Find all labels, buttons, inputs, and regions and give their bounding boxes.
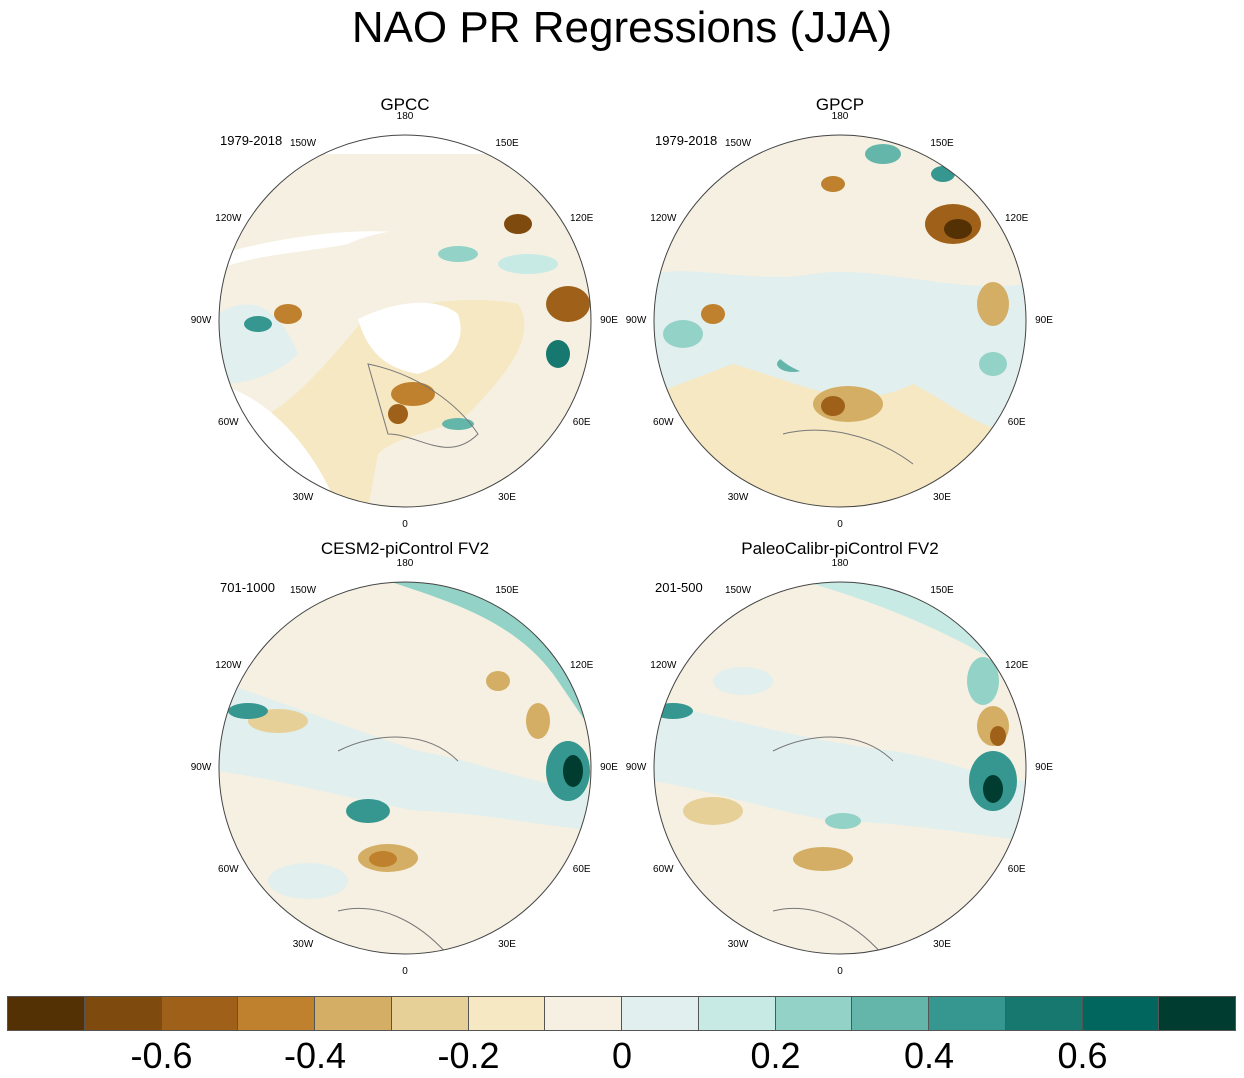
lon-label: 0	[402, 519, 408, 530]
polar-map	[218, 134, 592, 508]
lon-label: 60W	[653, 417, 674, 428]
lon-label: 30W	[727, 938, 749, 950]
lon-label: 60E	[1007, 864, 1026, 875]
lon-label: 30W	[292, 491, 314, 503]
panel-period: 1979-2018	[220, 133, 283, 148]
colorbar-swatch	[7, 996, 85, 1031]
lon-label: 120W	[650, 213, 677, 224]
lon-label: 0	[837, 519, 843, 530]
lon-label: 90W	[625, 315, 647, 326]
lon-label: 60E	[1007, 417, 1026, 428]
lon-label: 90W	[625, 762, 647, 773]
colorbar-swatch	[314, 996, 392, 1031]
lon-label: 120E	[1004, 660, 1029, 671]
lon-label: 90E	[1035, 762, 1053, 773]
colorbar-tick-label: -0.6	[130, 1035, 193, 1076]
polar-map	[218, 581, 592, 955]
colorbar-swatch	[544, 996, 622, 1031]
panel-title: PaleoCalibr-piControl FV2	[741, 539, 939, 558]
lon-label: 90W	[190, 762, 212, 773]
lon-label: 150E	[495, 138, 519, 150]
lon-label: 30E	[933, 938, 951, 950]
panel-period: 701-1000	[220, 580, 275, 595]
lon-label: 180	[831, 111, 849, 122]
lon-label: 90E	[600, 315, 618, 326]
colorbar-tick-label: 0.4	[903, 1035, 955, 1076]
lon-label: 60W	[653, 864, 674, 875]
panel-period: 201-500	[655, 580, 703, 595]
colorbar-swatch	[928, 996, 1006, 1031]
lon-label: 30W	[727, 491, 749, 503]
lon-label: 30E	[498, 491, 516, 503]
lon-label: 90E	[600, 762, 618, 773]
colorbar-swatch	[1081, 996, 1160, 1031]
lon-label: 150W	[289, 585, 317, 597]
lon-label: 180	[831, 558, 849, 569]
lon-label: 120W	[215, 660, 242, 671]
colorbar-swatch	[1004, 996, 1083, 1031]
lon-label: 180	[396, 558, 414, 569]
lon-label: 30E	[933, 491, 951, 503]
colorbar-swatch	[621, 996, 699, 1031]
lon-label: 150W	[724, 138, 752, 150]
lon-label: 30E	[498, 938, 516, 950]
lon-label: 150E	[495, 585, 519, 597]
panel-title: CESM2-piControl FV2	[320, 539, 490, 558]
colorbar-tick-label: 0.2	[750, 1035, 801, 1076]
lon-label: 0	[837, 966, 843, 977]
lon-label: 90E	[1035, 315, 1053, 326]
colorbar-swatch	[851, 996, 929, 1031]
lon-label: 60W	[218, 864, 239, 875]
lon-label: 0	[402, 966, 408, 977]
lon-label: 120W	[650, 660, 677, 671]
lon-label: 60W	[218, 417, 239, 428]
panel-period: 1979-2018	[655, 133, 718, 148]
lon-label: 120E	[569, 213, 594, 224]
lon-label: 60E	[572, 417, 591, 428]
lon-label: 150W	[289, 138, 317, 150]
colorbar-swatch	[237, 996, 315, 1031]
colorbar-swatch	[160, 996, 239, 1031]
lon-label: 150W	[724, 585, 752, 597]
polar-map	[653, 581, 1027, 955]
lon-label: 180	[396, 111, 414, 122]
colorbar-swatch	[83, 996, 162, 1031]
figure-title: NAO PR Regressions (JJA)	[351, 3, 893, 52]
panel-title: GPCC	[380, 95, 430, 114]
colorbar-swatch	[467, 996, 546, 1031]
colorbar-tick-label: 0.6	[1057, 1035, 1108, 1076]
colorbar-swatch	[390, 996, 469, 1031]
lon-label: 150E	[930, 585, 954, 597]
colorbar-swatch	[1158, 996, 1236, 1031]
lon-label: 60E	[572, 864, 591, 875]
colorbar	[7, 996, 1236, 1031]
lon-label: 120E	[569, 660, 594, 671]
lon-label: 150E	[930, 138, 954, 150]
lon-label: 30W	[292, 938, 314, 950]
colorbar-swatch	[774, 996, 853, 1031]
colorbar-swatch	[697, 996, 776, 1031]
lon-label: 120E	[1004, 213, 1029, 224]
lon-label: 120W	[215, 213, 242, 224]
panel-title: GPCP	[815, 95, 865, 114]
colorbar-tick-label: -0.4	[283, 1035, 347, 1076]
lon-label: 90W	[190, 315, 212, 326]
polar-map	[653, 134, 1027, 508]
colorbar-tick-label: -0.2	[437, 1035, 500, 1076]
colorbar-tick-label: 0	[611, 1035, 633, 1076]
